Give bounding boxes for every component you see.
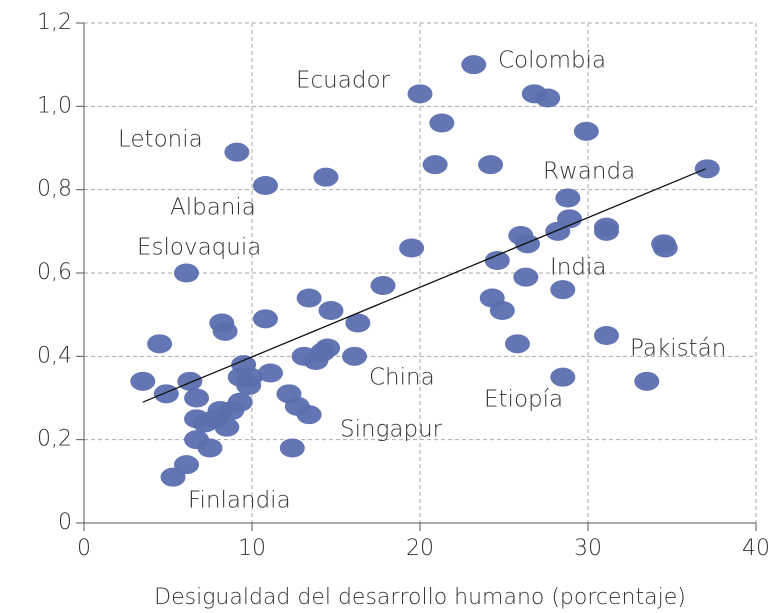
point [550,280,576,300]
point [422,155,448,175]
y-tick-label: 0,4 [37,343,72,368]
point [296,405,322,425]
point [197,438,223,458]
point [173,455,199,475]
country-label: China [369,365,435,391]
point [177,371,203,391]
point [315,338,341,358]
point [535,88,561,108]
country-label: Letonia [118,127,203,153]
y-tick-label: 1,2 [37,10,72,35]
point [399,238,425,258]
point [478,155,504,175]
point [252,309,278,329]
x-tick-label: 40 [742,536,770,561]
x-tick-label: 0 [77,536,91,561]
country-label: Rwanda [543,159,635,185]
point [694,159,720,179]
point [153,384,179,404]
point [227,392,253,412]
point [173,263,199,283]
country-label: Finlandia [188,488,291,514]
country-label: Singapur [340,417,443,443]
point [573,121,599,141]
point [593,326,619,345]
point [504,334,530,354]
point [313,167,339,187]
point [147,334,173,354]
x-tick-label: 30 [574,536,602,561]
x-tick-label: 20 [406,536,434,561]
x-tick-label: 10 [238,536,266,561]
country-label: Eslovaquia [137,235,261,261]
point [513,267,539,287]
point [489,301,515,320]
point [214,417,240,437]
y-tick-label: 0,8 [37,177,72,202]
y-tick-label: 0,6 [37,260,72,285]
point [252,176,278,195]
y-tick-label: 1,0 [37,93,72,118]
point [484,251,510,270]
x-axis-label: Desigualdad del desarrollo humano (porce… [154,585,686,610]
country-label: Pakistán [630,336,726,362]
country-label: Albania [170,195,256,221]
point [429,113,455,133]
point [593,221,619,241]
point [515,234,541,254]
y-tick-label: 0 [58,510,72,535]
point [296,288,322,308]
y-tick-label: 0,2 [37,427,72,452]
country-label: Ecuador [296,68,391,94]
trend-line [142,168,706,403]
point [318,301,344,320]
point [407,84,433,104]
point [461,55,487,75]
point [130,371,156,391]
point [370,276,396,295]
point [550,367,576,387]
point [341,346,367,366]
point [184,388,210,408]
point [634,371,660,391]
point [557,209,583,229]
country-label: Etiopía [484,387,563,413]
point [212,321,238,341]
point [652,238,678,258]
country-label: Colombia [498,48,606,74]
point [555,188,581,208]
country-label: India [550,255,606,281]
point [224,142,250,162]
point [279,438,305,458]
point [345,313,371,333]
point [237,367,263,387]
point [257,363,283,383]
